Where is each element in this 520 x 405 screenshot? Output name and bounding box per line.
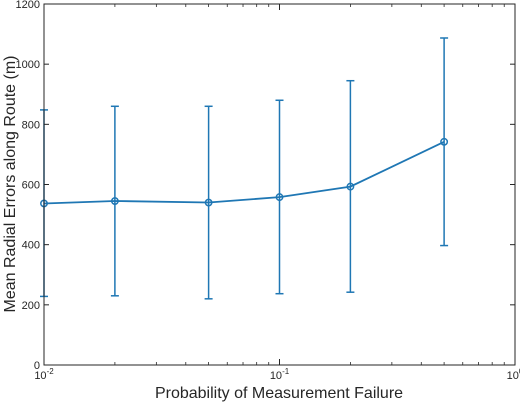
x-tick-label-exponent: -2 [47,367,55,376]
x-axis: 10-210-1100 [34,4,520,382]
x-tick-label-base: 10 [34,370,46,382]
y-axis-title: Mean Radial Errors along Route (m) [2,56,19,313]
y-tick-label: 600 [22,180,40,192]
series-line [43,140,445,205]
y-axis: 0 200 400 600 800 1000 1200 [16,0,515,372]
y-tick-label: 200 [22,300,40,312]
y-tick-label: 0 [34,360,40,372]
x-axis-title: Probability of Measurement Failure [155,385,403,402]
x-tick-label: 100 [507,367,520,382]
data-point [204,198,213,207]
data-point [275,193,284,202]
x-tick-label-base: 10 [507,370,519,382]
data-point [440,137,449,146]
y-tick-label: 400 [22,240,40,252]
x-tick-label: 10-1 [270,367,290,382]
plot-marks [40,37,449,300]
y-tick-label: 1000 [16,59,40,71]
data-point [346,182,355,191]
x-tick-label-base: 10 [270,370,282,382]
x-tick-label-exponent: -1 [282,367,290,376]
x-tick-label-exponent: 0 [519,367,520,376]
data-point [110,197,119,205]
y-tick-label: 800 [22,119,40,131]
x-tick-label: 10-2 [34,367,54,382]
y-tick-label: 1200 [16,0,40,11]
